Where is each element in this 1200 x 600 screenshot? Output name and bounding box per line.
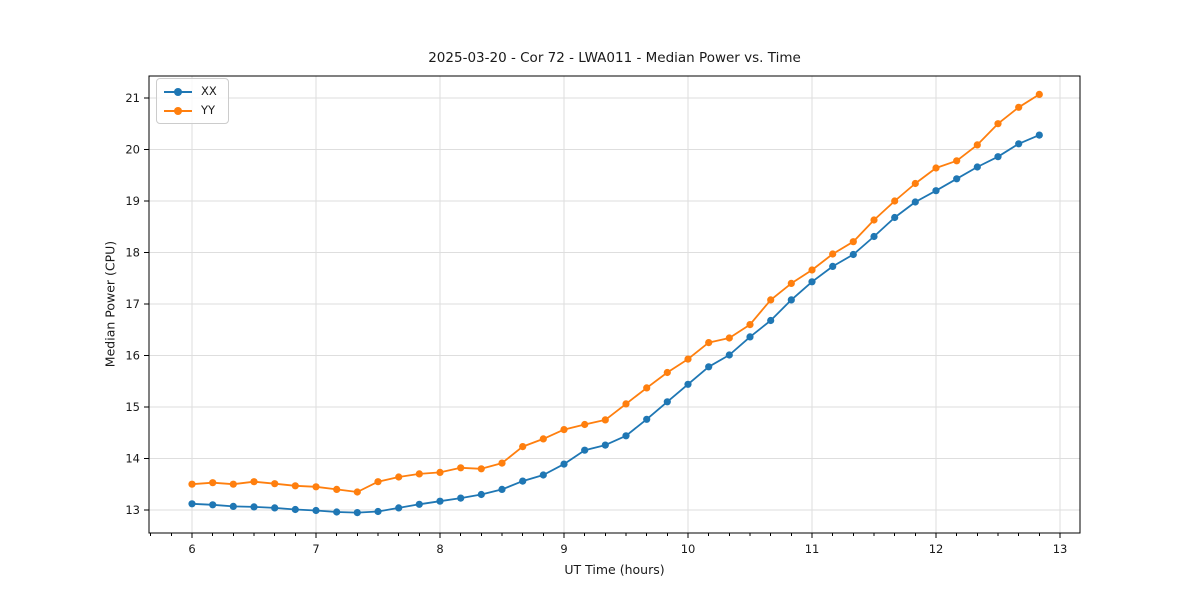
svg-text:14: 14 xyxy=(125,451,140,465)
legend-item-xx: XX xyxy=(164,83,222,101)
svg-text:21: 21 xyxy=(125,91,140,105)
legend: XX YY xyxy=(156,78,229,124)
svg-text:8: 8 xyxy=(436,542,443,556)
y-tick-labels: 13 14 15 16 17 18 19 20 21 xyxy=(125,91,140,517)
yy-series xyxy=(188,90,1043,496)
svg-text:6: 6 xyxy=(188,542,195,556)
svg-text:18: 18 xyxy=(125,245,140,259)
xx-line xyxy=(191,134,1040,514)
grid xyxy=(149,76,1080,533)
y-axis-label: Median Power (CPU) xyxy=(102,240,118,368)
svg-text:12: 12 xyxy=(929,542,944,556)
legend-label-xx: XX xyxy=(201,83,217,98)
ticks xyxy=(144,97,1061,538)
svg-text:16: 16 xyxy=(125,348,140,362)
svg-text:20: 20 xyxy=(125,142,140,156)
yy-line xyxy=(191,93,1040,493)
svg-text:19: 19 xyxy=(125,194,140,208)
svg-text:11: 11 xyxy=(805,542,820,556)
xx-series xyxy=(188,131,1043,517)
svg-text:13: 13 xyxy=(1053,542,1068,556)
axes-frame xyxy=(148,75,1081,534)
svg-text:10: 10 xyxy=(681,542,696,556)
svg-text:15: 15 xyxy=(125,400,140,414)
xx-line-marker-icon xyxy=(164,87,192,96)
svg-text:7: 7 xyxy=(312,542,319,556)
x-axis-label: UT Time (hours) xyxy=(564,562,665,577)
svg-text:17: 17 xyxy=(125,297,140,311)
chart-title: 2025-03-20 - Cor 72 - LWA011 - Median Po… xyxy=(428,50,801,66)
svg-text:9: 9 xyxy=(560,542,567,556)
x-tick-labels: 6 7 8 9 10 11 12 13 xyxy=(188,542,1067,556)
svg-text:13: 13 xyxy=(125,503,140,517)
yy-line-marker-icon xyxy=(164,106,192,115)
legend-item-yy: YY xyxy=(164,102,222,120)
legend-label-yy: YY xyxy=(201,102,216,117)
